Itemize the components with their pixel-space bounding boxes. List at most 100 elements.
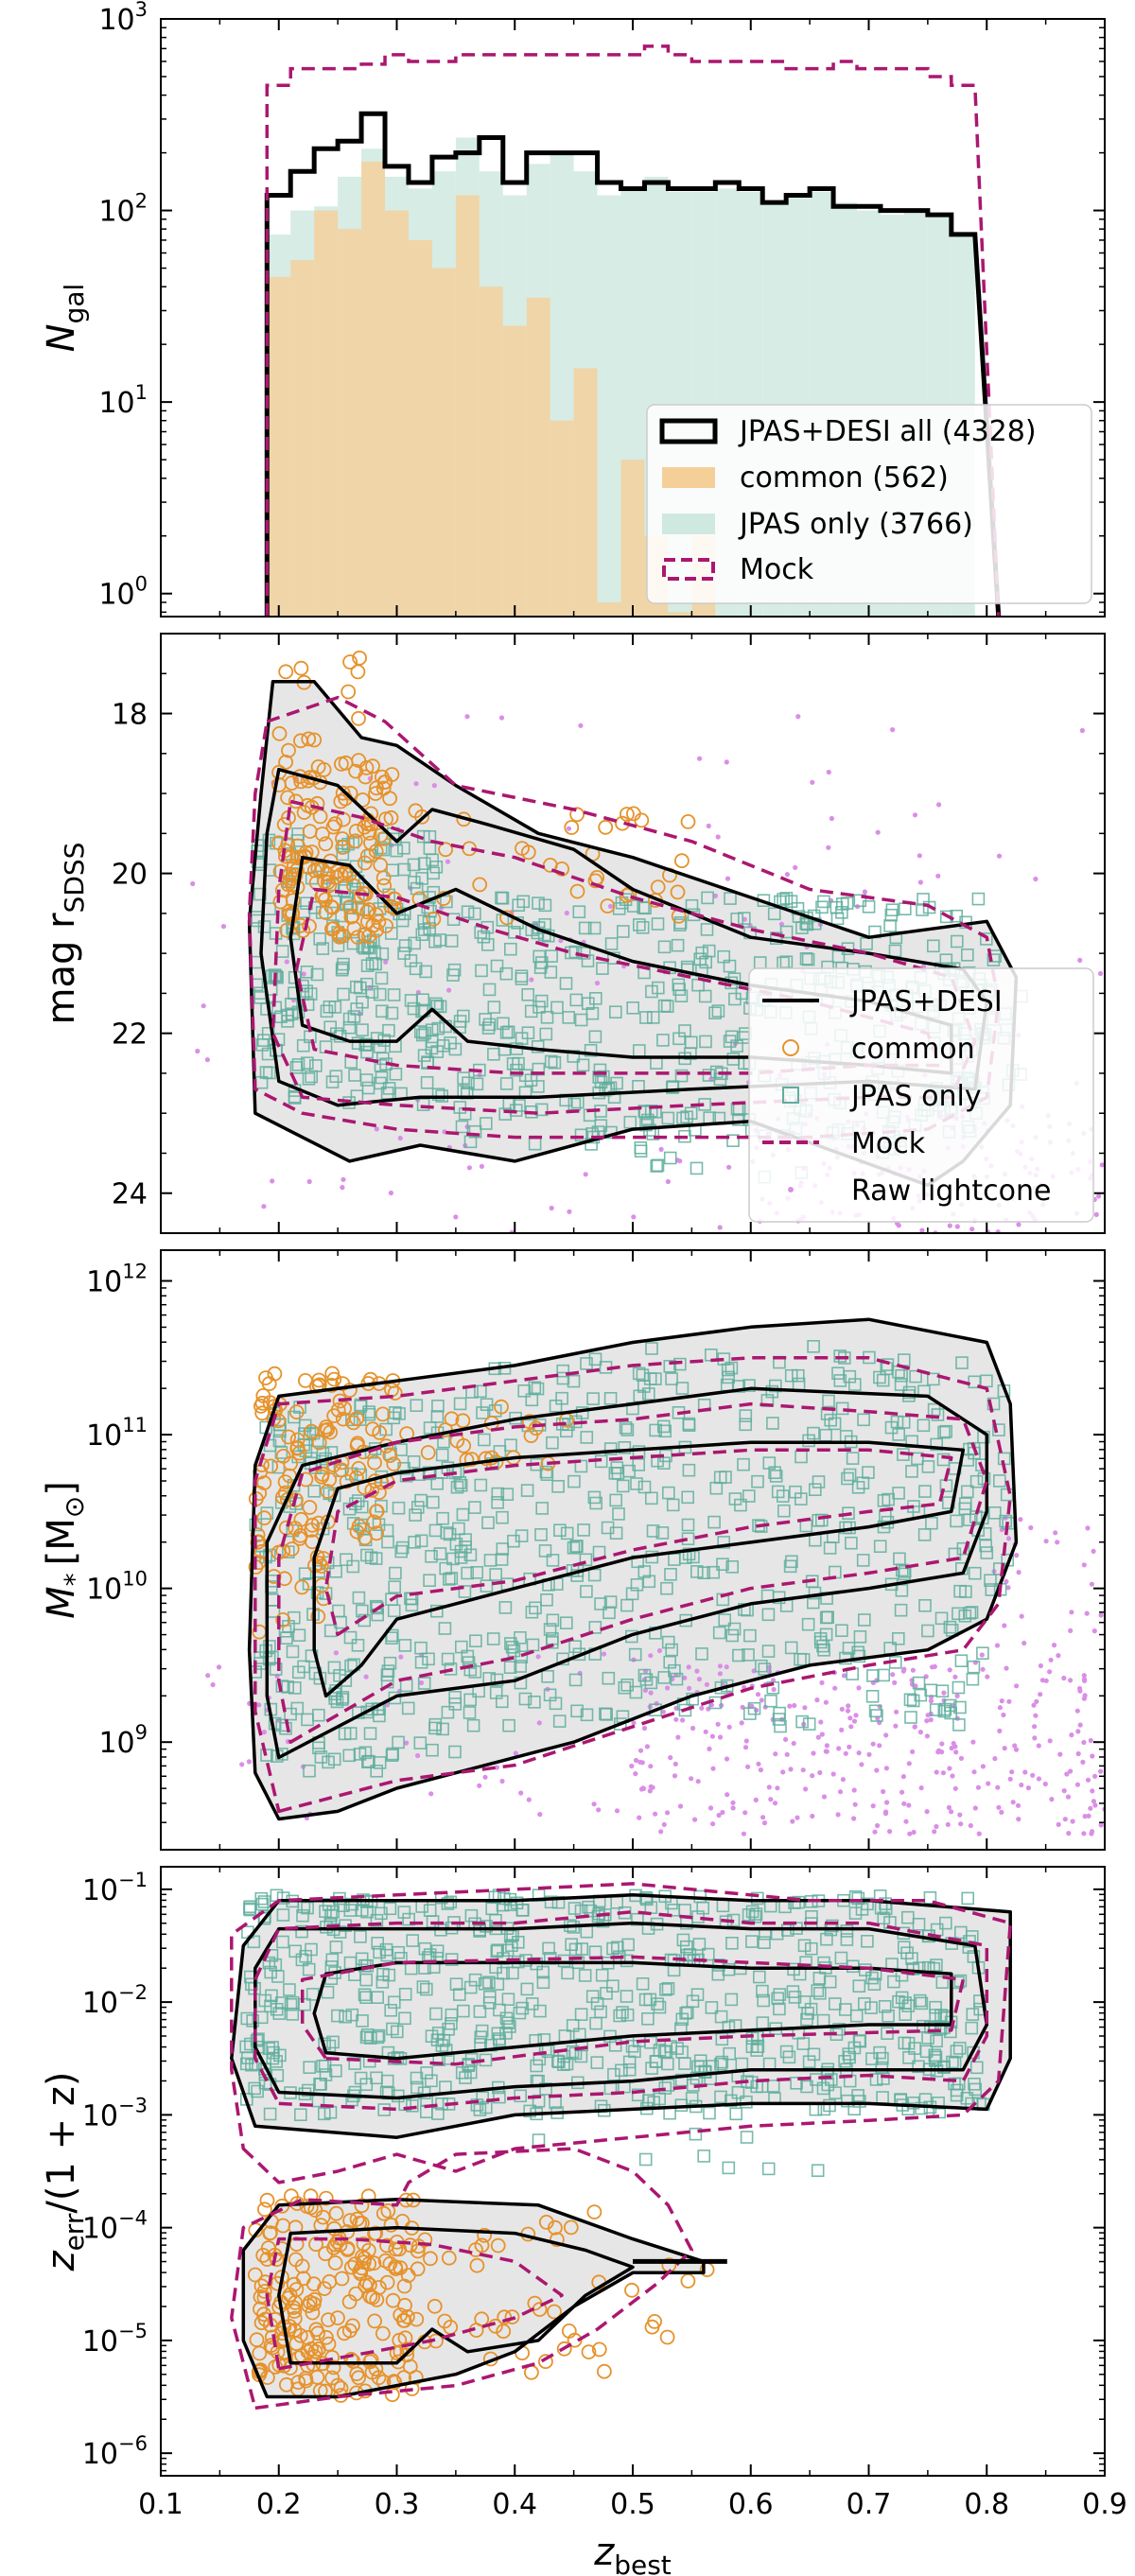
jpas-only-point — [385, 1628, 399, 1643]
raw-lightcone-point — [969, 1227, 975, 1232]
common-point — [598, 819, 614, 835]
jpas-only-point — [834, 1951, 848, 1965]
jpas-only-point — [952, 1607, 965, 1621]
common-point — [278, 664, 294, 680]
y-tick-label: 20 — [112, 859, 148, 892]
jpas-only-point — [819, 1627, 833, 1642]
jpas-only-point — [682, 1417, 696, 1431]
common-point — [280, 837, 296, 852]
raw-lightcone-point — [856, 1750, 862, 1756]
jpas-only-point — [347, 1010, 361, 1023]
raw-lightcone-point — [726, 1164, 732, 1170]
jpas-only-point — [712, 1626, 726, 1640]
jpas-only-point — [401, 1701, 415, 1715]
jpas-only-point — [424, 904, 437, 918]
jpas-only-point — [912, 1918, 926, 1931]
jpas-only-point — [926, 939, 940, 953]
jpas-only-point — [587, 1490, 602, 1505]
jpas-only-point — [398, 939, 412, 952]
jpas-only-point — [482, 1991, 497, 2004]
common-point — [389, 2345, 405, 2361]
jpas-only-point — [861, 1897, 874, 1911]
jpas-only-point — [987, 953, 1001, 966]
common-point — [341, 899, 358, 914]
jpas-only-point — [802, 1717, 816, 1731]
redshift-error-x-ticks: 0.1 0.2 0.3 0.4 0.5 0.6 0.7 0.8 0.9 — [138, 1867, 1127, 2521]
jpas-only-point — [557, 1954, 571, 1968]
jpas-only-point — [928, 2048, 942, 2063]
common-point — [624, 2282, 639, 2298]
jpas-only-point — [276, 1935, 289, 1949]
raw-lightcone-point — [261, 1204, 267, 1210]
jpas-only-point — [521, 988, 535, 1001]
jpas-only-point — [473, 2005, 487, 2018]
jpas-only-point — [937, 1425, 951, 1439]
jpas-only-point — [343, 1727, 358, 1740]
common-point — [340, 684, 357, 700]
raw-lightcone-point — [1098, 1768, 1104, 1774]
raw-lightcone-point — [706, 823, 711, 829]
hist-bar-common — [385, 210, 409, 618]
magnitude-y-axis-label: mag rSDSS — [40, 843, 90, 1025]
jpas-only-point — [701, 1947, 715, 1961]
jpas-only-point — [622, 2063, 637, 2077]
raw-lightcone-point — [775, 1785, 780, 1791]
raw-lightcone-point — [1061, 1788, 1067, 1794]
jpas-only-point — [506, 1966, 519, 1980]
common-point — [247, 2267, 263, 2283]
raw-lightcone-point — [778, 921, 785, 927]
raw-lightcone-point — [1034, 1698, 1039, 1704]
jpas-only-point — [454, 1551, 468, 1564]
raw-lightcone-point — [811, 1750, 816, 1756]
raw-lightcone-point — [852, 1801, 858, 1807]
jpas-only-point — [610, 1461, 624, 1474]
raw-lightcone-point — [936, 802, 942, 808]
common-point — [504, 2309, 520, 2325]
raw-lightcone-point — [741, 1831, 747, 1836]
contour-mock — [230, 2147, 694, 2411]
common-point — [314, 827, 330, 842]
common-point — [423, 2251, 438, 2267]
common-point — [260, 2240, 276, 2256]
raw-lightcone-point — [333, 1650, 339, 1656]
jpas-only-point — [388, 1580, 402, 1593]
raw-lightcone-point — [1099, 1162, 1105, 1168]
jpas-only-point — [423, 1574, 436, 1587]
jpas-only-point — [288, 1091, 302, 1105]
raw-lightcone-point — [687, 1685, 692, 1691]
hist-bar-common — [455, 195, 480, 617]
jpas-only-point — [657, 940, 672, 954]
jpas-only-point — [701, 891, 714, 905]
raw-lightcone-point — [726, 1724, 732, 1730]
jpas-only-point — [766, 1417, 779, 1430]
common-point — [335, 1411, 351, 1427]
raw-lightcone-point — [901, 1801, 907, 1806]
jpas-only-point — [390, 2025, 404, 2039]
common-point — [375, 780, 392, 796]
hist-bar-common — [361, 161, 386, 618]
jpas-only-point — [600, 1708, 614, 1721]
common-point — [254, 1395, 271, 1411]
raw-lightcone-point — [1068, 1768, 1074, 1774]
raw-lightcone-point — [637, 1748, 644, 1753]
jpas-only-point — [414, 1493, 428, 1507]
jpas-only-point — [516, 895, 531, 909]
raw-lightcone-point — [839, 1727, 845, 1732]
jpas-only-point — [485, 1902, 499, 1916]
jpas-only-point — [468, 1124, 482, 1139]
jpas-only-point — [588, 1621, 602, 1634]
jpas-only-point — [418, 1026, 432, 1040]
jpas-only-point — [356, 1023, 369, 1036]
common-point — [375, 2325, 391, 2341]
jpas-only-point — [462, 1076, 475, 1089]
jpas-only-point — [577, 1523, 590, 1537]
jpas-only-point — [455, 2066, 469, 2080]
jpas-only-point — [390, 844, 404, 858]
jpas-only-point — [917, 1419, 931, 1433]
jpas-only-point — [842, 1642, 856, 1655]
jpas-only-point — [876, 2051, 889, 2065]
jpas-only-point — [745, 1935, 759, 1948]
raw-lightcone-point — [875, 1822, 881, 1829]
raw-lightcone-point — [992, 1756, 998, 1762]
jpas-only-point — [479, 1117, 493, 1130]
